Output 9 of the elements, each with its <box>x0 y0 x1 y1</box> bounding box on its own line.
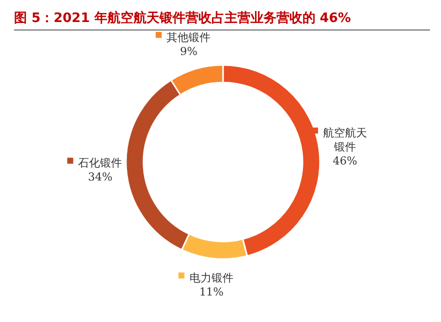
legend-label: 石化锻件 <box>78 156 122 170</box>
legend-label: 航空航天锻件 <box>323 126 368 154</box>
data-label: 46% <box>332 154 358 168</box>
chart-title: 图 5：2021 年航空航天锻件营收占主营业务营收的 46% <box>14 10 351 26</box>
data-label: 9% <box>180 44 198 58</box>
data-label: 11% <box>199 285 224 298</box>
data-label: 34% <box>88 170 112 184</box>
legend-label: 其他锻件 <box>166 30 211 44</box>
legend-label: 电力锻件 <box>189 271 234 284</box>
